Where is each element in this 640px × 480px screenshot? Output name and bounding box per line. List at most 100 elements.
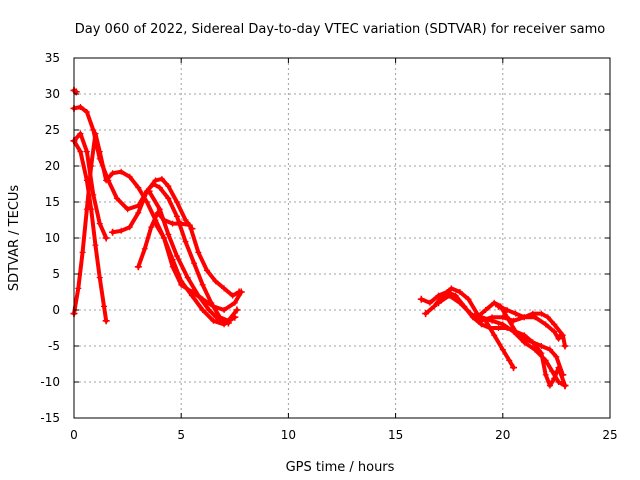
series-line (479, 315, 567, 388)
data-point (182, 217, 189, 223)
data-point (206, 307, 213, 313)
data-point (216, 317, 223, 324)
data-point (521, 314, 528, 321)
data-point (126, 224, 133, 231)
end-point-marker (561, 382, 569, 390)
y-tick-label: 25 (45, 123, 60, 137)
tick-labels: 0 5 10 15 20 25 -15 -10 -5 0 5 10 15 20 25 30 35 (40, 51, 617, 442)
data-point (182, 238, 189, 245)
end-point-marker (510, 364, 518, 372)
data-point (529, 339, 536, 346)
end-point-marker (151, 220, 159, 228)
end-point-marker (233, 306, 241, 314)
data-point (538, 310, 545, 317)
data-point (83, 206, 90, 213)
y-tick-label: -10 (40, 375, 60, 389)
data-point (83, 109, 90, 115)
data-point (546, 382, 553, 389)
y-tick-label: 30 (45, 87, 60, 101)
data-point (446, 292, 453, 299)
data-point (495, 325, 502, 331)
data-point (178, 220, 185, 227)
end-point-marker (417, 295, 425, 303)
x-tick-label: 20 (495, 428, 510, 442)
data-point (156, 206, 163, 213)
data-point (555, 364, 562, 371)
data-point (150, 181, 157, 187)
data-point (77, 148, 84, 155)
end-point-marker (145, 187, 153, 195)
data-point (178, 281, 185, 288)
data-point (559, 332, 566, 339)
data-point (118, 168, 125, 175)
series-line (436, 293, 563, 341)
x-axis-label: GPS time / hours (286, 460, 395, 475)
data-point (499, 321, 506, 328)
data-point (96, 148, 103, 155)
data-point (512, 310, 519, 317)
data-point (173, 253, 180, 259)
data-point (456, 289, 463, 295)
data-point (191, 260, 198, 267)
data-point (426, 299, 433, 306)
data-point (555, 335, 562, 342)
y-tick-label: 35 (45, 51, 60, 65)
series-line (72, 131, 109, 240)
series-line (496, 304, 567, 348)
data-point (221, 285, 228, 292)
data-point (199, 281, 206, 288)
data-point (148, 224, 155, 231)
data-point (173, 199, 180, 205)
data-point (210, 317, 217, 324)
data-point (529, 310, 536, 317)
data-point (77, 130, 84, 137)
data-point (482, 307, 489, 313)
data-point (531, 346, 538, 353)
series-trace-15 (495, 302, 569, 350)
data-point (542, 371, 549, 378)
data-point (165, 231, 172, 238)
series-trace-9 (145, 187, 232, 327)
series-line (72, 138, 109, 323)
data-point (491, 299, 498, 306)
data-point (456, 299, 463, 306)
end-point-marker (109, 228, 117, 236)
end-point-marker (237, 288, 245, 296)
data-point (195, 249, 202, 256)
x-tick-label: 10 (281, 428, 296, 442)
data-point (212, 278, 219, 285)
data-point (542, 321, 549, 328)
y-tick-label: 20 (45, 159, 60, 173)
data-point (195, 292, 202, 299)
data-point (555, 379, 562, 385)
data-point (499, 346, 506, 353)
data-point (109, 170, 116, 177)
x-tick-label: 0 (70, 428, 78, 442)
data-point (165, 195, 172, 202)
data-point (553, 353, 560, 360)
series-trace-14 (477, 313, 569, 390)
data-point (158, 175, 165, 182)
y-tick-label: 0 (52, 303, 60, 317)
data-point (124, 206, 131, 213)
data-point (77, 103, 84, 110)
data-point (546, 346, 553, 353)
data-point (467, 310, 474, 317)
data-point (203, 267, 210, 274)
series-trace-11 (422, 285, 518, 372)
end-point-marker (102, 234, 110, 242)
data-point (506, 357, 513, 364)
series-line (136, 210, 242, 298)
series-line (423, 286, 516, 370)
data-point (544, 314, 551, 321)
y-tick-label: -5 (48, 339, 60, 353)
data-point (551, 328, 558, 335)
data-point (113, 195, 120, 202)
data-point (510, 328, 517, 335)
data-point (231, 299, 238, 306)
chart-title: Day 060 of 2022, Sidereal Day-to-day VTE… (75, 22, 606, 37)
data-point (504, 314, 511, 321)
data-point (92, 242, 99, 249)
end-point-marker (477, 313, 485, 321)
